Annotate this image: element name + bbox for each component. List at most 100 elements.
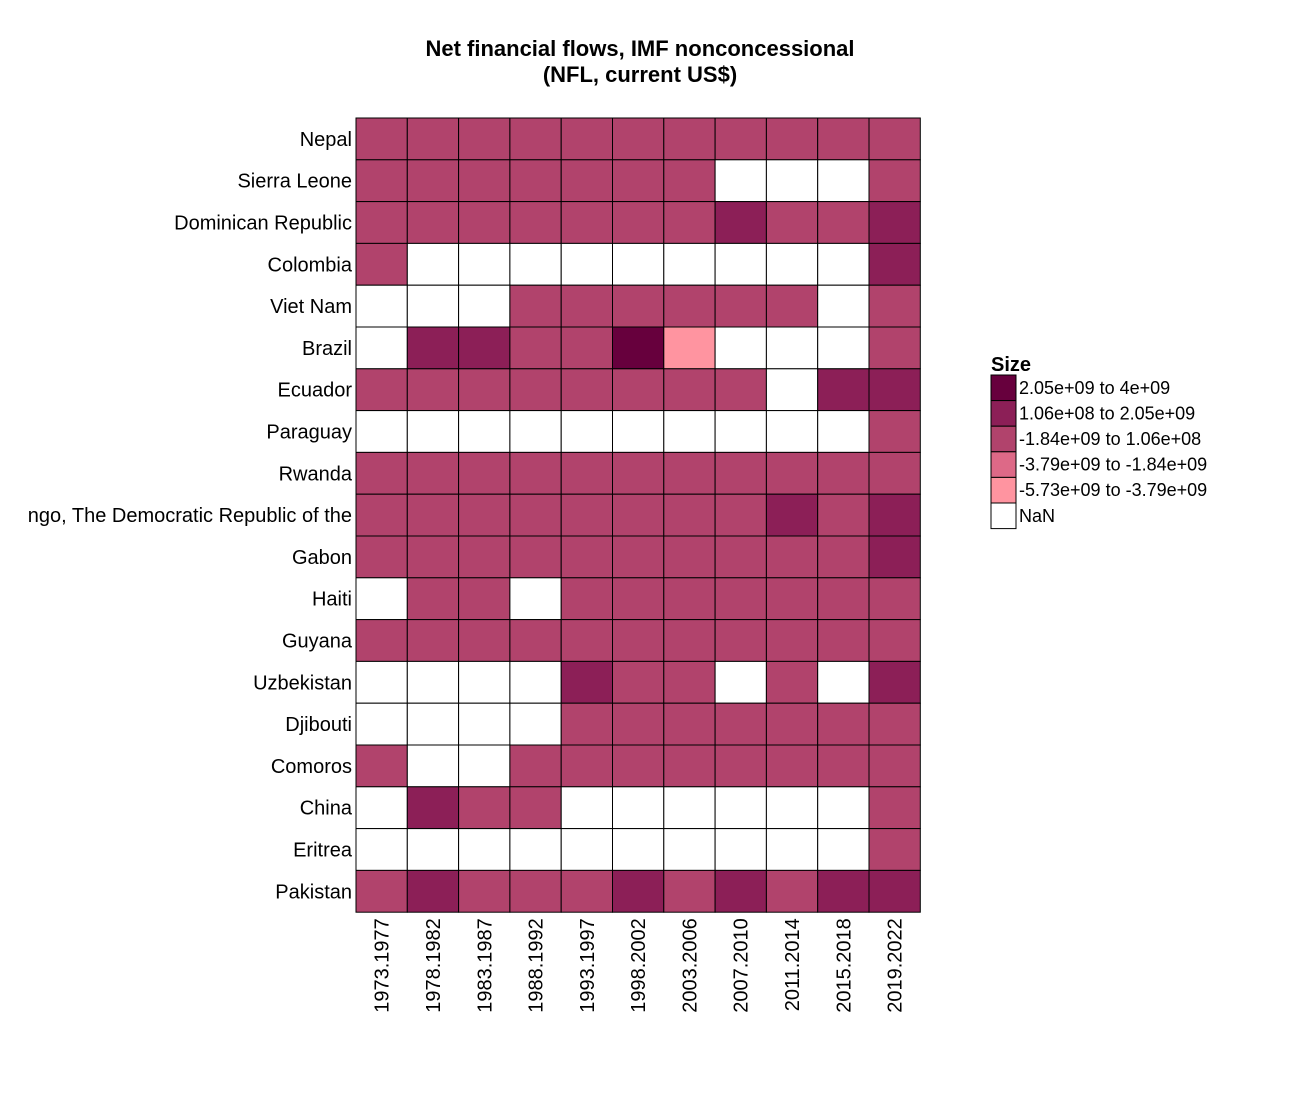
heatmap-cell: Dominican Republic 1983.1987: -1.84e+09 …: [458, 201, 511, 244]
heatmap-cell: Ecuador 2007.2010: -1.84e+09 to 1.06e+08: [714, 368, 767, 412]
heatmap-cell: Nepal 1978.1982: -1.84e+09 to 1.06e+08: [406, 117, 460, 161]
heatmap-cell: Nepal 2003.2006: -1.84e+09 to 1.06e+08: [663, 117, 716, 161]
legend-swatch: [990, 425, 1017, 453]
x-tick-label: 1973.1977: [372, 918, 394, 1013]
heatmap-cell: Dominican Republic 2011.2014: -1.84e+09 …: [765, 201, 819, 244]
heatmap-cell: Guyana 1978.1982: -1.84e+09 to 1.06e+08: [406, 619, 460, 662]
heatmap-cell: Guyana 2011.2014: -1.84e+09 to 1.06e+08: [765, 619, 819, 662]
heatmap-cell: Gabon 2015.2018: -1.84e+09 to 1.06e+08: [817, 535, 870, 579]
legend-label: -3.79e+09 to -1.84e+09: [1019, 455, 1207, 475]
x-tick-label: 2007.2010: [731, 918, 753, 1013]
heatmap-cell: Colombia 1983.1987: NaN: [458, 242, 511, 286]
y-tick-label: Pakistan: [275, 881, 352, 903]
x-tick-label: 1988.1992: [526, 918, 548, 1013]
x-tick-label: 2015.2018: [833, 918, 855, 1013]
heatmap-cell: ngo, The Democratic Republic of the 1983…: [458, 493, 511, 537]
heatmap-cell: Guyana 2015.2018: -1.84e+09 to 1.06e+08: [817, 619, 870, 662]
heatmap-cell: Viet Nam 1973.1977: NaN: [355, 284, 408, 328]
heatmap-cell: Colombia 2003.2006: NaN: [663, 242, 716, 286]
heatmap-cell: Ecuador 1973.1977: -1.84e+09 to 1.06e+08: [355, 368, 408, 412]
heatmap-cell: Haiti 2007.2010: -1.84e+09 to 1.06e+08: [714, 577, 767, 621]
heatmap-cell: Comoros 2015.2018: -1.84e+09 to 1.06e+08: [817, 744, 870, 788]
heatmap-cell: Viet Nam 2007.2010: -1.84e+09 to 1.06e+0…: [714, 284, 767, 328]
heatmap-cell: Haiti 1993.1997: -1.84e+09 to 1.06e+08: [560, 577, 614, 621]
heatmap-cell: Ecuador 2019.2022: 1.06e+08 to 2.05e+09: [868, 368, 921, 412]
heatmap-cell: Gabon 1983.1987: -1.84e+09 to 1.06e+08: [458, 535, 511, 579]
heatmap-cell: Sierra Leone 1993.1997: -1.84e+09 to 1.0…: [560, 159, 614, 203]
heatmap-cell: Guyana 1988.1992: -1.84e+09 to 1.06e+08: [509, 619, 562, 662]
heatmap-cell: Rwanda 2019.2022: -1.84e+09 to 1.06e+08: [868, 451, 921, 495]
heatmap-cell: ngo, The Democratic Republic of the 2019…: [868, 493, 921, 537]
heatmap-cell: Ecuador 1983.1987: -1.84e+09 to 1.06e+08: [458, 368, 511, 412]
heatmap-cell: ngo, The Democratic Republic of the 1973…: [355, 493, 408, 537]
heatmap-cell: Nepal 2019.2022: -1.84e+09 to 1.06e+08: [868, 117, 921, 161]
chart-subtitle: (NFL, current US$): [542, 62, 738, 87]
heatmap-cell: Nepal 2015.2018: -1.84e+09 to 1.06e+08: [817, 117, 870, 161]
y-axis-labels: Nepal Sierra Leone Dominican Republic Colom…: [28, 129, 353, 903]
y-tick-label: Haiti: [312, 589, 352, 611]
heatmap-cell: Djibouti 2007.2010: -1.84e+09 to 1.06e+0…: [714, 702, 767, 746]
legend-label: NaN: [1019, 506, 1055, 526]
heatmap-cell: Comoros 2011.2014: -1.84e+09 to 1.06e+08: [765, 744, 819, 788]
heatmap-cell: Pakistan 1983.1987: -1.84e+09 to 1.06e+0…: [458, 869, 511, 913]
heatmap-cell: Viet Nam 2011.2014: -1.84e+09 to 1.06e+0…: [765, 284, 819, 328]
y-tick-label: Guyana: [282, 631, 353, 653]
heatmap-cell: China 2011.2014: NaN: [765, 786, 819, 830]
heatmap-cell: Eritrea 2007.2010: NaN: [714, 828, 767, 871]
heatmap-cell: Brazil 2011.2014: NaN: [765, 326, 819, 370]
heatmap-cell: Gabon 2007.2010: -1.84e+09 to 1.06e+08: [714, 535, 767, 579]
heatmap-cell: Guyana 2007.2010: -1.84e+09 to 1.06e+08: [714, 619, 767, 662]
heatmap-cell: Djibouti 1998.2002: -1.84e+09 to 1.06e+0…: [612, 702, 665, 746]
heatmap-cell: Brazil 2003.2006: -5.73e+09 to -3.79e+09: [663, 326, 716, 370]
heatmap-cell: Djibouti 2015.2018: -1.84e+09 to 1.06e+0…: [817, 702, 870, 746]
heatmap-cell: Haiti 1988.1992: NaN: [509, 577, 562, 621]
heatmap-cell: Eritrea 1993.1997: NaN: [560, 828, 614, 871]
heatmap-cell: Djibouti 1978.1982: NaN: [406, 702, 460, 746]
heatmap-cell: China 1993.1997: NaN: [560, 786, 614, 830]
heatmap-cell: Brazil 1983.1987: 1.06e+08 to 2.05e+09: [458, 326, 511, 370]
heatmap-cell: Sierra Leone 1978.1982: -1.84e+09 to 1.0…: [406, 159, 460, 203]
heatmap-cell: Dominican Republic 2007.2010: 1.06e+08 t…: [714, 201, 767, 244]
heatmap-cell: Rwanda 2011.2014: -1.84e+09 to 1.06e+08: [765, 451, 819, 495]
heatmap-cell: Paraguay 1998.2002: NaN: [612, 410, 665, 453]
chart-title-line1: Net financial flows, IMF nonconcessional: [425, 36, 855, 61]
heatmap-cell: Uzbekistan 1993.1997: 1.06e+08 to 2.05e+…: [560, 660, 614, 704]
heatmap-cell: Sierra Leone 1988.1992: -1.84e+09 to 1.0…: [509, 159, 562, 203]
heatmap-cell: China 1978.1982: 1.06e+08 to 2.05e+09: [406, 786, 460, 830]
heatmap-cell: Comoros 1983.1987: NaN: [458, 744, 511, 788]
x-tick-label: 1998.2002: [628, 918, 650, 1013]
heatmap-cell: Djibouti 1983.1987: NaN: [458, 702, 511, 746]
x-tick-label: 2003.2006: [679, 918, 701, 1013]
heatmap-cell: Viet Nam 2015.2018: NaN: [817, 284, 870, 328]
heatmap-cell: Pakistan 1973.1977: -1.84e+09 to 1.06e+0…: [355, 869, 408, 913]
heatmap-cell: Viet Nam 1983.1987: NaN: [458, 284, 511, 328]
heatmap-cell: Nepal 2007.2010: -1.84e+09 to 1.06e+08: [714, 117, 767, 161]
heatmap-cell: Dominican Republic 1978.1982: -1.84e+09 …: [406, 201, 460, 244]
heatmap-cell: Comoros 1978.1982: NaN: [406, 744, 460, 788]
heatmap-cell: Ecuador 2011.2014: NaN: [765, 368, 819, 412]
heatmap-cell: Paraguay 1983.1987: NaN: [458, 410, 511, 453]
heatmap-cell: Djibouti 1973.1977: NaN: [355, 702, 408, 746]
heatmap-cell: Sierra Leone 1998.2002: -1.84e+09 to 1.0…: [612, 159, 665, 203]
heatmap-cell: Guyana 2003.2006: -1.84e+09 to 1.06e+08: [663, 619, 716, 662]
heatmap-cell: Viet Nam 1978.1982: NaN: [406, 284, 460, 328]
heatmap-cell: Paraguay 1988.1992: NaN: [509, 410, 562, 453]
x-tick-label: 2019.2022: [885, 918, 907, 1013]
heatmap-cell: Gabon 2019.2022: 1.06e+08 to 2.05e+09: [868, 535, 921, 579]
heatmap-cell: Haiti 1973.1977: NaN: [355, 577, 408, 621]
heatmap-cell: Rwanda 1978.1982: -1.84e+09 to 1.06e+08: [406, 451, 460, 495]
heatmap-cell: Brazil 1988.1992: -1.84e+09 to 1.06e+08: [509, 326, 562, 370]
heatmap-cell: ngo, The Democratic Republic of the 2003…: [663, 493, 716, 537]
y-tick-label: Dominican Republic: [174, 213, 352, 235]
heatmap-cell: Pakistan 1988.1992: -1.84e+09 to 1.06e+0…: [509, 869, 562, 913]
heatmap-cell: Sierra Leone 1983.1987: -1.84e+09 to 1.0…: [458, 159, 511, 203]
y-tick-label: Eritrea: [293, 840, 353, 862]
heatmap-cell: Ecuador 1998.2002: -1.84e+09 to 1.06e+08: [612, 368, 665, 412]
heatmap-cell: Dominican Republic 2019.2022: 1.06e+08 t…: [868, 201, 921, 244]
heatmap-cell: Eritrea 2003.2006: NaN: [663, 828, 716, 871]
heatmap-cell: ngo, The Democratic Republic of the 1998…: [612, 493, 665, 537]
heatmap-cell: Paraguay 2003.2006: NaN: [663, 410, 716, 453]
heatmap-cell: Uzbekistan 2003.2006: -1.84e+09 to 1.06e…: [663, 660, 716, 704]
heatmap-cell: Dominican Republic 1973.1977: -1.84e+09 …: [355, 201, 408, 244]
